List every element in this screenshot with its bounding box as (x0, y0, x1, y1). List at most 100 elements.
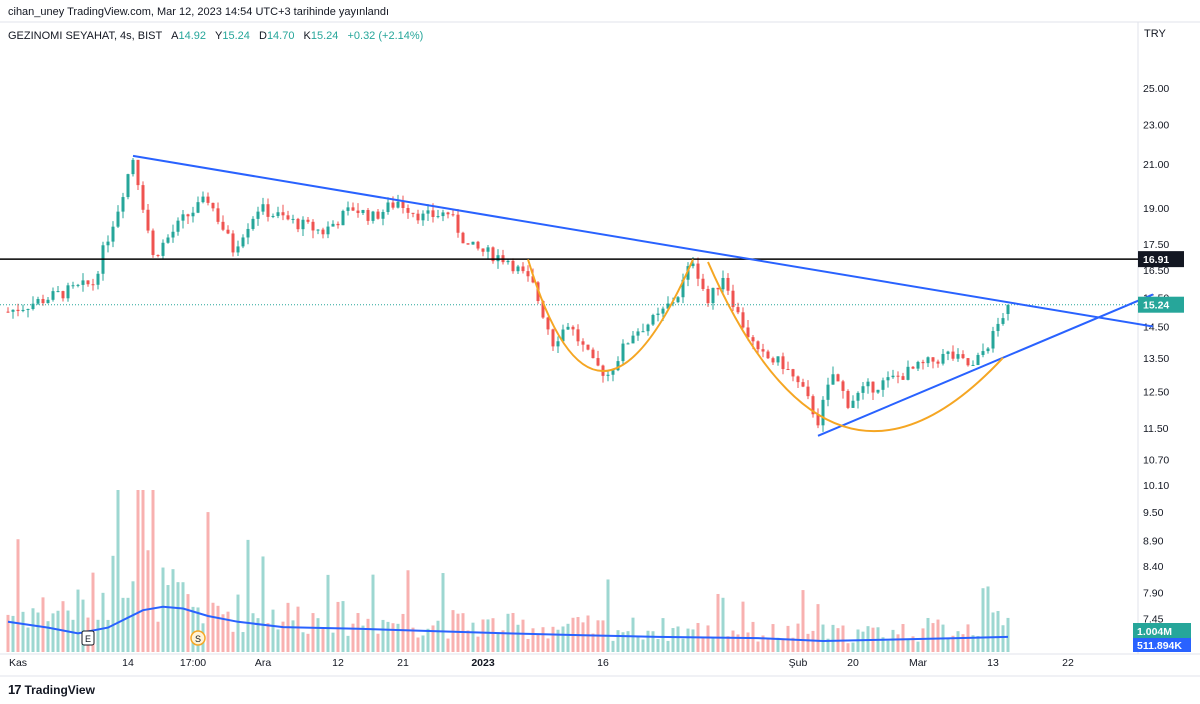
candle-body (871, 381, 875, 393)
candle-body (876, 389, 880, 393)
y-tick-label: 11.50 (1143, 423, 1169, 435)
candle-body (396, 201, 400, 208)
candle-body (846, 390, 850, 408)
candle-body (911, 366, 915, 369)
descending-trendline (132, 154, 1154, 328)
candle-body (636, 331, 640, 336)
volume-bar (561, 626, 565, 652)
candle-body (966, 358, 970, 366)
y-tick-label: 8.40 (1143, 561, 1164, 573)
candle-body (41, 299, 45, 304)
volume-bar (366, 618, 370, 652)
volume-bar (911, 636, 915, 652)
volume-bar (626, 631, 630, 652)
volume-bar (906, 638, 910, 652)
candle-body (436, 216, 440, 218)
volume-bar (351, 623, 355, 652)
volume-bar (681, 638, 685, 652)
candle-body (661, 308, 665, 314)
volume-bar (996, 611, 1000, 652)
split-marker-icon (190, 630, 206, 646)
candle-body (66, 285, 70, 299)
volume-bar (301, 632, 305, 652)
volume-bar (281, 621, 285, 652)
volume-bar (241, 632, 245, 652)
volume-bar (751, 621, 755, 652)
volume-bar (76, 589, 80, 652)
volume-bar (806, 633, 810, 652)
candle-body (286, 215, 290, 220)
candle-body (841, 381, 845, 391)
x-tick-label: Kas (9, 657, 27, 669)
volume-bar (671, 628, 675, 652)
candle-body (376, 211, 380, 219)
candle-body (921, 361, 925, 364)
candle-body (806, 386, 810, 397)
candle-body (801, 382, 805, 387)
candles (6, 158, 1010, 432)
candle-body (371, 211, 375, 221)
volume-bar (291, 620, 295, 652)
volume-bar (36, 612, 40, 652)
candle-body (296, 218, 300, 230)
candle-body (11, 309, 15, 312)
y-tick-label: 10.70 (1143, 455, 1169, 467)
volume-bar (606, 579, 610, 652)
last-price-tag-label: 15.24 (1143, 300, 1169, 312)
marker-label: E (85, 634, 91, 644)
volume-bar (221, 614, 225, 652)
close-label: K (303, 30, 311, 42)
volume-bar (6, 614, 10, 652)
footer-brand[interactable]: 17 TradingView (8, 682, 95, 697)
volume-bar (186, 594, 190, 652)
candle-body (651, 315, 655, 325)
candle-body (566, 326, 570, 330)
candle-body (311, 221, 315, 231)
volume-bar (761, 635, 765, 652)
volume-bar (161, 567, 165, 652)
candle-body (581, 341, 585, 345)
volume-bar (816, 604, 820, 652)
candle-body (476, 241, 480, 249)
level-tag (1138, 251, 1184, 268)
volume-bar (446, 638, 450, 652)
volume-bar (391, 623, 395, 652)
volume-bar (796, 623, 800, 652)
tradingview-logo-icon: 17 (8, 682, 22, 697)
volume-bar (81, 599, 85, 652)
candle-body (256, 211, 260, 219)
candle-body (51, 291, 55, 300)
candle-body (341, 210, 345, 226)
volume-bar (486, 619, 490, 652)
volume-bar (16, 539, 20, 652)
volume-bar (986, 586, 990, 652)
volume-bar (141, 490, 145, 652)
volume-bar (701, 638, 705, 652)
candle-body (246, 228, 250, 238)
candle-body (631, 335, 635, 344)
candle-body (826, 384, 830, 400)
volume-bar (826, 638, 830, 652)
volume-bar (296, 606, 300, 652)
volume-bar (861, 631, 865, 652)
candle-body (451, 214, 455, 216)
cup-arc (527, 258, 694, 373)
candle-body (6, 311, 10, 313)
candle-body (36, 299, 40, 304)
candle-body (861, 386, 865, 393)
volume-bar (236, 594, 240, 652)
volume-bar (431, 625, 435, 652)
volume-bar (1006, 617, 1010, 652)
candle-body (761, 349, 765, 352)
candle-body (401, 201, 405, 209)
candle-body (741, 312, 745, 328)
candle-body (816, 414, 820, 426)
candle-body (421, 213, 425, 221)
candle-body (56, 291, 60, 293)
candle-body (146, 209, 150, 231)
volume-bar (276, 629, 280, 652)
candle-body (166, 237, 170, 243)
volume-bar (651, 631, 655, 652)
candle-body (656, 313, 660, 316)
